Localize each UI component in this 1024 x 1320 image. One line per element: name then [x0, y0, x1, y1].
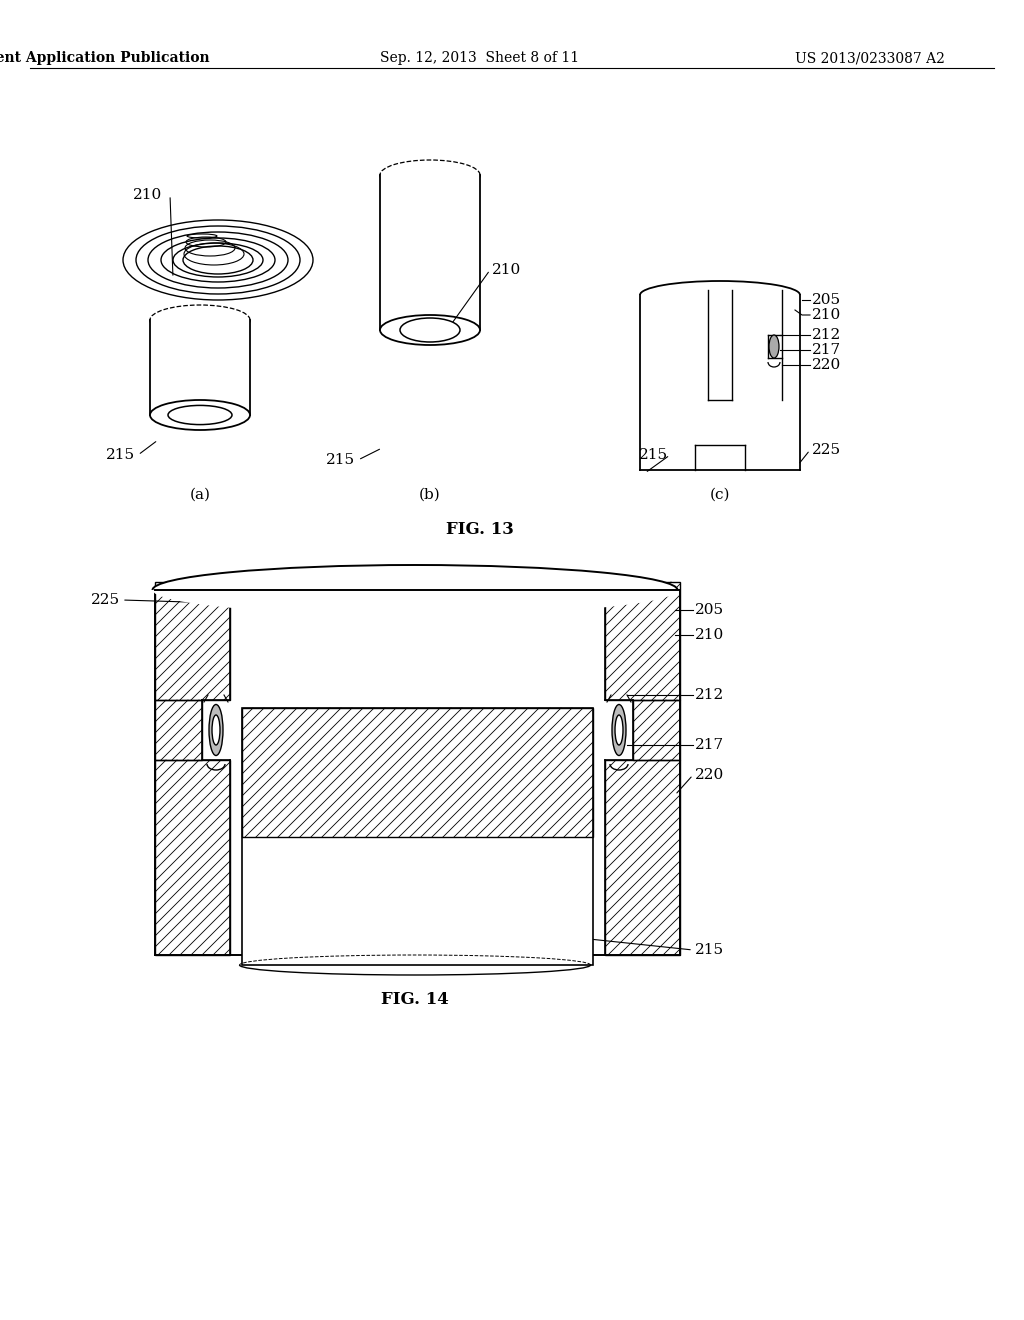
Bar — [242, 708, 593, 837]
Text: 215: 215 — [639, 447, 668, 462]
Text: FIG. 14: FIG. 14 — [381, 991, 449, 1008]
Text: 205: 205 — [695, 603, 724, 616]
Text: (a): (a) — [189, 488, 211, 502]
Bar — [633, 700, 680, 760]
Text: Sep. 12, 2013  Sheet 8 of 11: Sep. 12, 2013 Sheet 8 of 11 — [381, 51, 580, 65]
Ellipse shape — [615, 715, 623, 744]
Bar — [155, 700, 202, 760]
Text: (b): (b) — [419, 488, 441, 502]
Text: 212: 212 — [812, 327, 842, 342]
Text: 225: 225 — [91, 593, 120, 607]
Text: 210: 210 — [133, 187, 162, 202]
Text: US 2013/0233087 A2: US 2013/0233087 A2 — [795, 51, 945, 65]
Text: 220: 220 — [695, 768, 724, 781]
Bar — [605, 582, 680, 700]
Bar — [605, 582, 680, 700]
Text: 225: 225 — [812, 444, 841, 457]
Ellipse shape — [380, 315, 480, 345]
Bar — [155, 700, 202, 760]
Bar — [605, 760, 680, 954]
Bar — [633, 700, 680, 760]
Ellipse shape — [212, 715, 220, 744]
Ellipse shape — [769, 335, 779, 358]
Text: Patent Application Publication: Patent Application Publication — [0, 51, 210, 65]
Text: 220: 220 — [812, 358, 842, 372]
Text: 205: 205 — [812, 293, 841, 308]
Ellipse shape — [183, 246, 253, 275]
Text: (c): (c) — [710, 488, 730, 502]
Text: 215: 215 — [326, 453, 355, 467]
Text: 215: 215 — [695, 942, 724, 957]
Bar — [242, 708, 593, 837]
Text: 210: 210 — [695, 628, 724, 642]
Ellipse shape — [150, 400, 250, 430]
Ellipse shape — [209, 705, 223, 755]
Text: 210: 210 — [812, 308, 842, 322]
Bar — [155, 582, 230, 700]
Bar — [155, 760, 230, 954]
Ellipse shape — [168, 405, 232, 425]
Text: 215: 215 — [105, 447, 135, 462]
Text: FIG. 13: FIG. 13 — [446, 521, 514, 539]
Text: 217: 217 — [695, 738, 724, 752]
Bar — [150, 319, 250, 414]
Bar — [242, 708, 593, 965]
Text: 217: 217 — [812, 343, 841, 356]
Bar — [155, 582, 230, 700]
Ellipse shape — [612, 705, 626, 755]
Bar — [380, 176, 480, 330]
Bar — [230, 582, 605, 954]
Ellipse shape — [400, 318, 460, 342]
Text: 212: 212 — [695, 688, 724, 702]
Ellipse shape — [153, 565, 678, 615]
Bar — [605, 760, 680, 954]
Bar — [155, 760, 230, 954]
Text: 210: 210 — [492, 263, 521, 277]
